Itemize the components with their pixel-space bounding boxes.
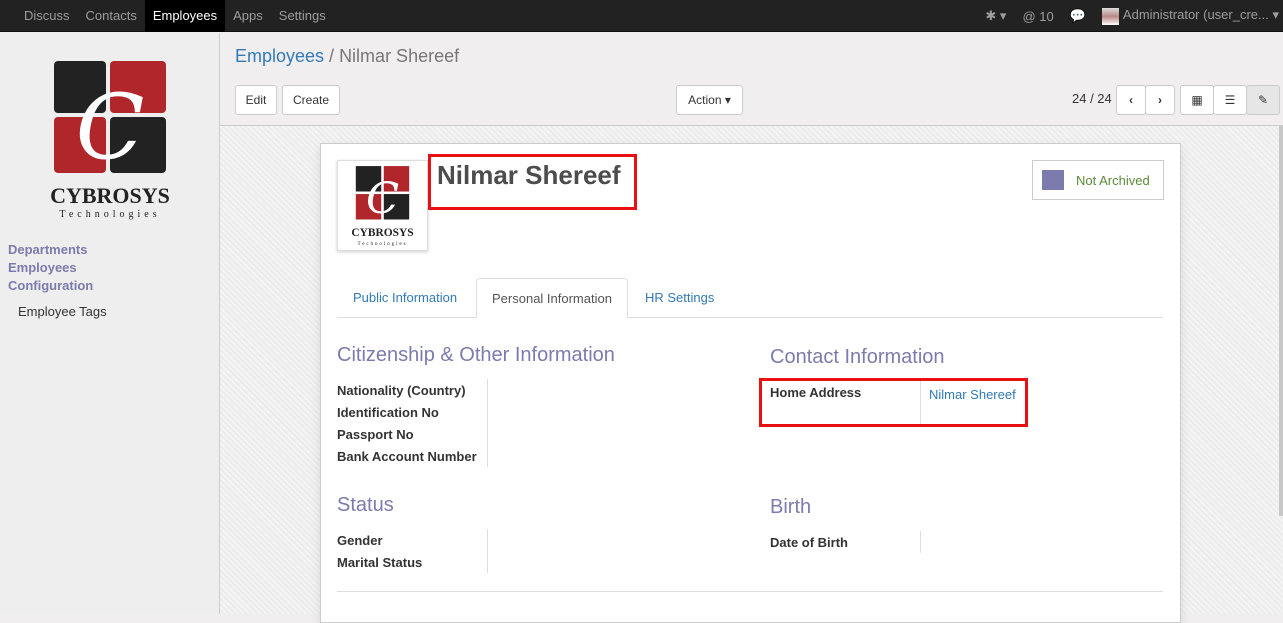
- archive-icon: [1042, 170, 1064, 190]
- svg-text:CYBROSYS: CYBROSYS: [351, 227, 413, 239]
- contact-heading: Contact Information: [770, 346, 945, 368]
- create-button[interactable]: Create: [282, 85, 340, 115]
- form-view-button[interactable]: ✎: [1246, 85, 1280, 115]
- nav-settings[interactable]: Settings: [278, 8, 326, 23]
- employee-name[interactable]: Nilmar Shereef: [437, 160, 621, 190]
- field-divider: [487, 529, 488, 573]
- debug-bug-icon[interactable]: ✱ ▾: [985, 8, 1007, 23]
- status-heading: Status: [337, 494, 394, 516]
- highlight-box: [428, 154, 637, 210]
- nationality-label: Nationality (Country): [337, 383, 466, 398]
- pager-value: 24 / 24: [1072, 91, 1112, 106]
- pager-next-button[interactable]: ›: [1145, 85, 1175, 115]
- svg-text:C: C: [76, 75, 145, 180]
- sidebar: C CYBROSYS Technologies Departments Empl…: [0, 33, 220, 614]
- section-divider: [337, 591, 1163, 592]
- svg-text:Technologies: Technologies: [59, 209, 160, 220]
- tab-public-information[interactable]: Public Information: [353, 290, 458, 305]
- edit-button[interactable]: Edit: [235, 85, 277, 115]
- svg-text:Technologies: Technologies: [358, 241, 408, 247]
- tab-divider: [337, 317, 1163, 318]
- employee-photo[interactable]: C CYBROSYS Technologies: [337, 160, 428, 251]
- user-name: Administrator (user_cre...: [1122, 7, 1269, 23]
- svg-text:CYBROSYS: CYBROSYS: [50, 183, 170, 208]
- breadcrumb: Employees / Nilmar Shereef: [235, 46, 460, 66]
- field-divider: [920, 531, 921, 553]
- form-view: C CYBROSYS Technologies Nilmar Shereef Not…: [220, 126, 1283, 623]
- bank-account-label: Bank Account Number: [337, 449, 477, 464]
- gender-label: Gender: [337, 533, 383, 548]
- tab-personal-information[interactable]: Personal Information: [476, 278, 628, 318]
- highlight-box: [759, 378, 1028, 427]
- at-icon: @: [1022, 8, 1036, 24]
- sidebar-employees[interactable]: Employees: [8, 260, 77, 275]
- nav-apps[interactable]: Apps: [233, 8, 263, 23]
- mentions-button[interactable]: @ 10: [1022, 9, 1053, 24]
- svg-text:C: C: [366, 174, 399, 224]
- user-menu[interactable]: Administrator (user_cre... ▾: [1101, 7, 1279, 25]
- mentions-count: 10: [1039, 8, 1054, 24]
- avatar: [1101, 7, 1119, 25]
- breadcrumb-current: Nilmar Shereef: [339, 46, 460, 66]
- nav-contacts[interactable]: Contacts: [85, 8, 137, 23]
- marital-status-label: Marital Status: [337, 555, 423, 570]
- field-divider: [487, 379, 488, 467]
- passport-label: Passport No: [337, 427, 414, 442]
- date-of-birth-label: Date of Birth: [770, 535, 848, 550]
- pager-previous-button[interactable]: ‹: [1116, 85, 1146, 115]
- list-view-button[interactable]: ☰: [1213, 85, 1247, 115]
- home-address-label: Home Address: [770, 385, 862, 400]
- nav-discuss[interactable]: Discuss: [24, 8, 70, 23]
- nav-employees[interactable]: Employees: [144, 0, 226, 32]
- archive-toggle-button[interactable]: Not Archived: [1032, 160, 1164, 200]
- form-sheet: C CYBROSYS Technologies Nilmar Shereef Not…: [320, 143, 1181, 623]
- sidebar-departments[interactable]: Departments: [8, 242, 88, 257]
- birth-heading: Birth: [770, 496, 812, 518]
- kanban-view-button[interactable]: ▦: [1180, 85, 1214, 115]
- action-label: Action: [688, 93, 722, 107]
- identification-label: Identification No: [337, 405, 439, 420]
- company-logo: C CYBROSYS Technologies: [40, 53, 180, 223]
- field-divider: [920, 381, 921, 425]
- citizenship-heading: Citizenship & Other Information: [337, 344, 615, 366]
- breadcrumb-employees[interactable]: Employees: [235, 46, 325, 66]
- scrollbar[interactable]: [1279, 126, 1283, 516]
- sidebar-configuration[interactable]: Configuration: [8, 278, 94, 293]
- archive-status: Not Archived: [1076, 172, 1150, 188]
- action-dropdown[interactable]: Action ▾: [676, 85, 743, 115]
- home-address-link[interactable]: Nilmar Shereef: [929, 387, 1016, 402]
- chat-icon[interactable]: 💬: [1069, 8, 1086, 23]
- tab-hr-settings[interactable]: HR Settings: [645, 290, 715, 305]
- sidebar-employee-tags[interactable]: Employee Tags: [18, 304, 107, 319]
- top-navbar: Discuss Contacts Employees Apps Settings…: [0, 0, 1283, 32]
- control-panel: Employees / Nilmar Shereef Edit Create A…: [220, 33, 1283, 126]
